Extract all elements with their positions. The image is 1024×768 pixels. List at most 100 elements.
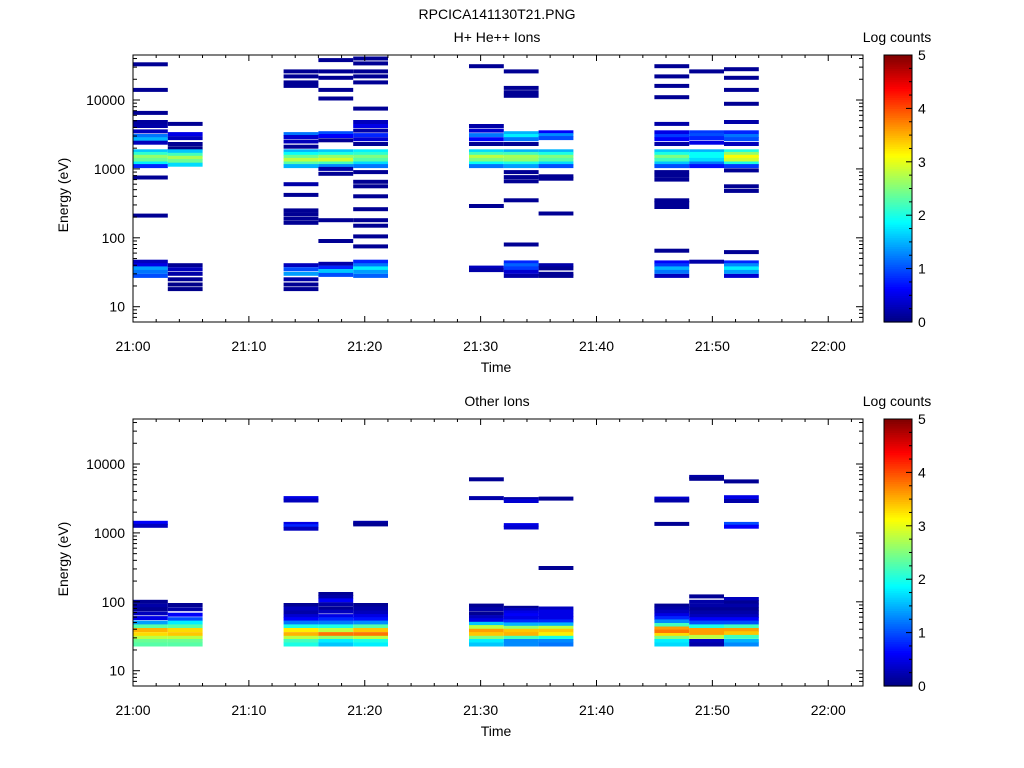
colorbar-swatch bbox=[884, 166, 912, 170]
colorbar-swatch bbox=[884, 197, 912, 201]
colorbar-swatch bbox=[884, 246, 912, 250]
heatmap-cell bbox=[503, 85, 539, 90]
colorbar-swatch bbox=[884, 306, 912, 310]
heatmap-cell bbox=[469, 157, 504, 162]
colorbar-swatch bbox=[884, 552, 912, 556]
heatmap-cell bbox=[283, 208, 319, 213]
colorbar-swatch bbox=[884, 441, 912, 445]
heatmap-cell bbox=[654, 83, 690, 88]
heatmap-cell bbox=[283, 149, 319, 154]
heatmap-cell bbox=[283, 154, 319, 159]
heatmap-cell bbox=[283, 287, 319, 292]
heatmap-cell bbox=[724, 149, 759, 154]
heatmap-cell bbox=[283, 151, 319, 156]
colorbar-swatch bbox=[884, 501, 912, 505]
heatmap-cell bbox=[318, 639, 354, 643]
colorbar-swatch bbox=[884, 304, 912, 308]
heatmap-cell bbox=[654, 498, 690, 503]
heatmap-cell bbox=[283, 610, 319, 615]
colorbar-swatch bbox=[884, 439, 912, 442]
heatmap-cell bbox=[133, 611, 168, 616]
colorbar-tick-label: 2 bbox=[918, 571, 926, 587]
colorbar-swatch bbox=[884, 86, 912, 89]
colorbar-swatch bbox=[884, 201, 912, 205]
heatmap-cell bbox=[167, 282, 203, 287]
heatmap-cell bbox=[724, 154, 759, 159]
heatmap-cell bbox=[318, 609, 354, 614]
colorbar-swatch bbox=[884, 128, 912, 132]
heatmap-cell bbox=[724, 250, 759, 255]
heatmap-cell bbox=[654, 521, 690, 526]
colorbar-tick-label: 4 bbox=[918, 464, 926, 480]
colorbar-swatch bbox=[884, 467, 912, 471]
heatmap-cell bbox=[318, 171, 354, 176]
colorbar-swatch bbox=[884, 574, 912, 578]
heatmap-cell bbox=[654, 609, 690, 614]
heatmap-cell bbox=[689, 628, 724, 632]
heatmap-cell bbox=[654, 164, 690, 169]
colorbar-swatch bbox=[884, 630, 912, 634]
heatmap-cell bbox=[503, 622, 539, 627]
colorbar-swatch bbox=[884, 445, 912, 449]
colorbar-swatch bbox=[884, 168, 912, 172]
colorbar-swatch bbox=[884, 585, 912, 589]
colorbar-swatch bbox=[884, 419, 912, 422]
heatmap-cell bbox=[133, 87, 168, 92]
heatmap-cell bbox=[318, 620, 354, 625]
colorbar-swatch bbox=[884, 146, 912, 150]
colorbar-swatch bbox=[884, 668, 912, 672]
heatmap-cell bbox=[503, 151, 539, 156]
heatmap-cell bbox=[503, 90, 539, 95]
heatmap-cell bbox=[283, 192, 319, 197]
heatmap-cell bbox=[167, 267, 203, 272]
colorbar-swatch bbox=[884, 672, 912, 676]
heatmap-cell bbox=[167, 620, 203, 625]
heatmap-cell bbox=[538, 149, 574, 154]
heatmap-cell bbox=[318, 602, 354, 607]
heatmap-cell bbox=[469, 142, 504, 146]
heatmap-cell bbox=[689, 154, 724, 159]
heatmap-cell bbox=[503, 93, 539, 98]
colorbar-swatch bbox=[884, 266, 912, 270]
x-tick-label: 21:00 bbox=[115, 338, 150, 354]
colorbar-swatch bbox=[884, 208, 912, 212]
heatmap-cell bbox=[318, 134, 354, 138]
heatmap-cell bbox=[654, 619, 690, 624]
heatmap-cell bbox=[654, 639, 690, 643]
heatmap-cell bbox=[353, 223, 388, 228]
heatmap-cell bbox=[469, 161, 504, 166]
y-tick-label: 1000 bbox=[94, 525, 125, 541]
heatmap-cell bbox=[503, 260, 539, 265]
colorbar-swatch bbox=[884, 554, 912, 558]
y-tick-label: 10000 bbox=[86, 456, 125, 472]
heatmap-cell bbox=[133, 642, 168, 647]
colorbar-swatch bbox=[884, 625, 912, 629]
colorbar-swatch bbox=[884, 308, 912, 312]
colorbar-swatch bbox=[884, 81, 912, 85]
heatmap-cell bbox=[654, 201, 690, 205]
colorbar-swatch bbox=[884, 181, 912, 185]
heatmap-cell bbox=[318, 58, 354, 63]
heatmap-cell bbox=[283, 498, 319, 503]
heatmap-cell bbox=[353, 603, 388, 607]
heatmap-cell bbox=[318, 261, 354, 266]
colorbar-swatch bbox=[884, 123, 912, 127]
colorbar-swatch bbox=[884, 70, 912, 74]
colorbar-swatch bbox=[884, 226, 912, 230]
colorbar-swatch bbox=[884, 152, 912, 156]
colorbar-swatch bbox=[884, 313, 912, 316]
colorbar-swatch bbox=[884, 72, 912, 76]
heatmap-cell bbox=[167, 155, 203, 160]
heatmap-cell bbox=[538, 606, 574, 611]
heatmap-cell bbox=[538, 271, 574, 276]
colorbar-swatch bbox=[884, 241, 912, 245]
colorbar-swatch bbox=[884, 539, 912, 542]
colorbar-swatch bbox=[884, 657, 912, 660]
heatmap-cell bbox=[469, 477, 504, 482]
colorbar-tick-label: 5 bbox=[918, 47, 926, 63]
heatmap-cell bbox=[469, 642, 504, 647]
heatmap-cell bbox=[353, 522, 388, 527]
heatmap-cell bbox=[318, 592, 354, 596]
heatmap-cell bbox=[353, 120, 388, 124]
